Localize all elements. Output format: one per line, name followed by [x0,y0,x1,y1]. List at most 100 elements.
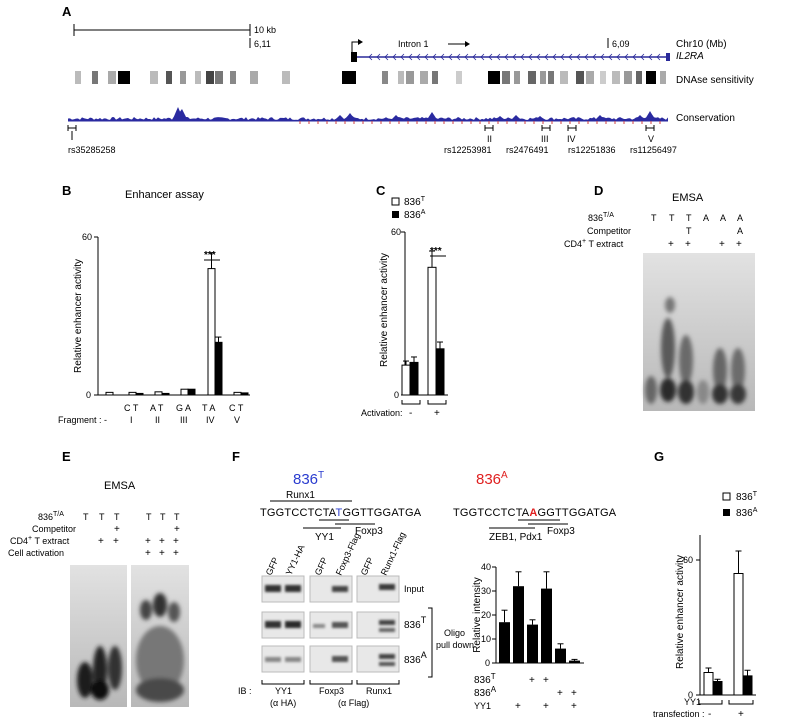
bar-intensity [513,586,524,663]
dnase-block [624,71,632,84]
bar-836t [180,388,189,396]
panel-label-b: B [62,183,71,198]
lane-allele: T [160,512,166,522]
gene-chevron [464,53,469,61]
lane-extract: + [113,536,119,547]
pulldown-label: pull down [436,640,474,650]
ib-antibody: Foxp3 [319,686,344,696]
dnase-block [250,71,258,84]
y-tick-label: 0 [394,390,399,400]
dnase-label: DNAse sensitivity [676,75,754,86]
gene-chevron [544,53,549,61]
activation-minus: - [409,408,412,419]
dnase-block [600,71,606,84]
gene-chevron [440,53,445,61]
foxp3-label: Foxp3 [547,526,575,537]
panel-d: EMSA 836T/A Competitor CD4+ T extract T … [564,192,755,411]
row-label-extract: CD4+ T extract [10,535,70,546]
activation-plus: + [434,408,440,419]
lane-competitor: + [114,524,120,535]
panel-f: 836T 836A Runx1 TGGTCCTCTATGGTTGGATGA YY… [238,470,617,712]
legend-label-t: 836T [736,491,758,503]
gene-chevron [560,53,565,61]
dnase-block [150,71,158,84]
allele-a-title: 836A [476,470,508,488]
allele-pair: T A [202,403,215,413]
y-ticks-f [492,566,496,664]
ib-antibody: Runx1 [366,686,392,696]
gene-chevron [400,53,405,61]
ib-antibody-sub: (α Flag) [338,698,369,708]
intron-label: Intron 1 [398,39,429,49]
panel-a: 10 kb 6,11 6,09 Chr10 (Mb) IL2RA Intron … [67,24,754,155]
panel-label-g: G [654,449,664,464]
y-tick-label: 0 [688,690,693,700]
bar-intensity [541,588,552,663]
gel-bands-e-left [77,646,122,700]
y-tick-label: 0 [485,658,490,668]
significance-marker: *** [204,250,216,261]
blot-row-label: 836T [404,615,427,631]
lane-extract: + [98,536,104,547]
snp-marker [541,125,551,131]
roman-numeral: II [487,134,492,144]
lane-extract: + [145,536,151,547]
lane-competitor: A [737,226,743,236]
gene-chevron [608,53,613,61]
dnase-block [195,71,201,84]
y-tick-label: 60 [683,555,693,565]
transfection-minus: - [708,709,711,720]
gene-chevron [448,53,453,61]
condition-plus: + [515,701,521,712]
chart-title: Enhancer assay [125,189,204,201]
blot-col-label: Foxp3-Flag [334,531,362,576]
allele-t-title: 836T [293,470,324,488]
significance-marker: *** [430,246,442,257]
row-label-competitor: Competitor [32,524,76,534]
gene-chevron [632,53,637,61]
dnase-block [560,71,568,84]
gene-chevron [432,53,437,61]
dnase-block [166,71,172,84]
dnase-block [660,71,666,84]
bar-836a [712,681,723,696]
lane-allele: A [720,213,726,223]
lane-extract: + [173,536,179,547]
conservation-label: Conservation [676,113,735,124]
lane-allele: T [99,512,105,522]
yy1-label: YY1 [684,697,701,707]
dnase-block [548,71,554,84]
gene-chevron [648,53,653,61]
bar-836t [207,268,216,396]
ib-bracket [261,680,305,685]
western-blot [261,575,400,673]
legend-swatch-t [391,197,400,206]
y-tick-label: 10 [481,634,491,644]
activation-label: Activation: [361,408,403,418]
fragment-numeral: III [180,415,188,425]
blot-col-label: YY1-HA [284,543,307,577]
transfection-plus: + [738,709,744,720]
blot-row-label: 836A [404,650,427,666]
transfection-label: transfection : [653,709,705,719]
lane-competitor: + [174,524,180,535]
group-bracket [698,700,723,705]
gene-chevron [424,53,429,61]
x-row-label: YY1 [474,701,491,711]
gene-chevron [376,53,381,61]
panel-g: 836T 836A Relative enhancer activity 60 … [653,491,758,720]
row-label-allele: 836T/A [38,511,64,522]
panel-c: 836T 836A Relative enhancer activity 60 … [361,196,448,419]
panel-label-d: D [594,183,603,198]
bar-intensity [527,624,538,663]
dnase-block [406,71,414,84]
snp-label: rs11256497 [630,145,677,155]
legend-swatch-a [723,509,730,516]
ib-bracket [356,680,400,685]
allele-pair: C T [124,403,139,413]
bar-chart-c [401,250,448,396]
bar-836a [742,675,753,696]
snp-label: rs12253981 [444,145,492,155]
dnase-block [514,71,520,84]
dnase-block [612,71,620,84]
